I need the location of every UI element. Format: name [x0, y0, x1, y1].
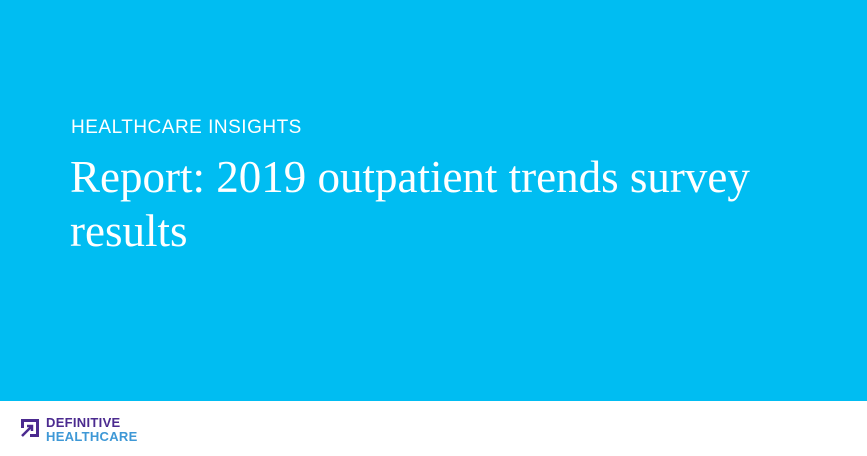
logo-text[interactable]: DEFINITIVE: [46, 415, 121, 430]
title: Report: 2019 outpatient trends survey re…: [70, 152, 750, 256]
footer: DEFINITIVE HEALTHCARE: [0, 401, 867, 456]
hero-banner: HEALTHCARE INSIGHTS Report: 2019 outpati…: [0, 0, 867, 401]
logo-text[interactable]: HEALTHCARE: [46, 429, 138, 444]
logo-icon: [21, 419, 39, 437]
eyebrow: HEALTHCARE INSIGHTS: [71, 117, 302, 138]
